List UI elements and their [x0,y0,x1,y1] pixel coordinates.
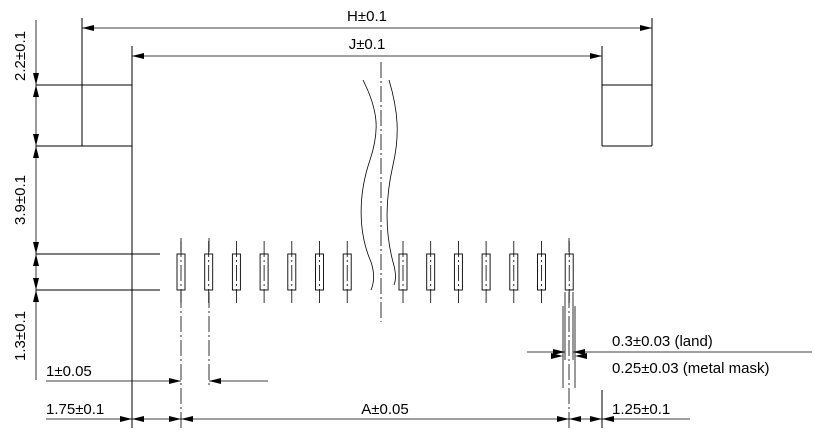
dimension-land-label: 0.3±0.03 (land) [612,333,713,350]
footprint-outline [36,18,653,428]
dimension-h: H±0.1 [82,8,652,31]
left-dimension-line [33,20,39,380]
pad-row [176,241,574,303]
pad-dash-lines [180,238,576,428]
dimension-mask-width: 0.25±0.03 (metal mask) [551,353,769,377]
dimension-top-offset-label: 2.2±0.1 [12,31,29,81]
dimension-j: J±0.1 [132,36,602,59]
dimension-mask-label: 0.25±0.03 (metal mask) [612,360,769,377]
dimension-h-label: H±0.1 [347,8,387,25]
pad-extension-lines [36,253,160,291]
dimension-j-label: J±0.1 [349,36,386,53]
dimension-body-height-label: 3.9±0.1 [12,175,29,225]
dimension-land-width: 0.3±0.03 (land) [527,333,812,355]
dimension-pitch: 1±0.05 [46,363,268,384]
dimension-right-margin-label: 1.25±0.1 [612,401,670,418]
dimension-pitch-label: 1±0.05 [46,363,92,380]
dimension-left-margin-label: 1.75±0.1 [46,401,104,418]
dimension-bottom-row: 1.75±0.1 A±0.05 1.25±0.1 [46,390,690,428]
center-line [360,62,398,322]
dimension-pad-span-label: A±0.05 [361,401,408,418]
dimension-pad-length-label: 1.3±0.1 [12,311,29,361]
